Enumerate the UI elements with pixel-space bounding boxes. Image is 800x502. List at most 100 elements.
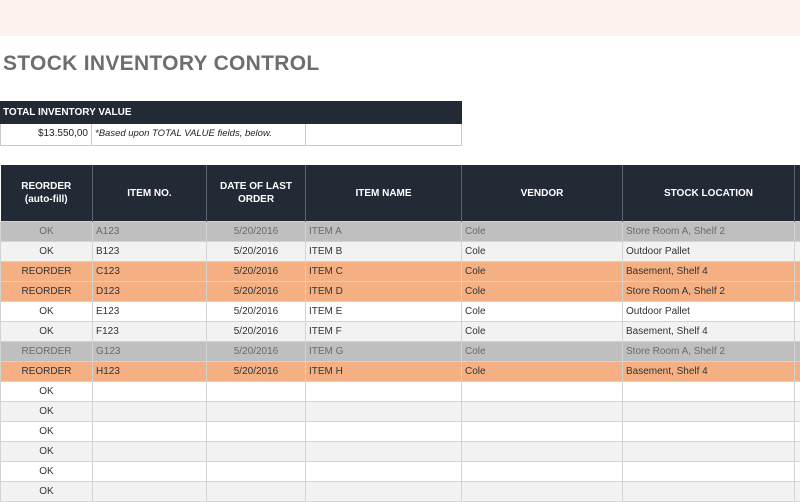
reorder-cell[interactable]: REORDER	[1, 282, 93, 302]
next-column-cell[interactable]	[795, 462, 800, 482]
item-no-cell[interactable]: E123	[93, 302, 207, 322]
reorder-cell[interactable]: OK	[1, 322, 93, 342]
next-column-cell[interactable]	[795, 402, 800, 422]
date-cell[interactable]: 5/20/2016	[207, 362, 306, 382]
vendor-cell[interactable]	[462, 442, 623, 462]
vendor-cell[interactable]: Cole	[462, 362, 623, 382]
item-no-cell[interactable]: G123	[93, 342, 207, 362]
date-cell[interactable]: 5/20/2016	[207, 222, 306, 242]
next-column-cell[interactable]	[795, 242, 800, 262]
stock-location-cell[interactable]: Outdoor Pallet	[623, 242, 795, 262]
reorder-cell[interactable]: OK	[1, 462, 93, 482]
next-column-cell[interactable]	[795, 382, 800, 402]
reorder-cell[interactable]: OK	[1, 302, 93, 322]
header-vendor[interactable]: VENDOR	[462, 165, 623, 222]
item-name-cell[interactable]: ITEM C	[306, 262, 462, 282]
item-name-cell[interactable]: ITEM E	[306, 302, 462, 322]
item-no-cell[interactable]: F123	[93, 322, 207, 342]
next-column-cell[interactable]	[795, 362, 800, 382]
item-no-cell[interactable]	[93, 422, 207, 442]
stock-location-cell[interactable]: Store Room A, Shelf 2	[623, 282, 795, 302]
reorder-cell[interactable]: REORDER	[1, 362, 93, 382]
total-empty-cell[interactable]	[306, 124, 462, 146]
reorder-cell[interactable]: REORDER	[1, 262, 93, 282]
header-reorder[interactable]: REORDER (auto-fill)	[1, 165, 93, 222]
next-column-cell[interactable]	[795, 482, 800, 502]
header-item-name[interactable]: ITEM NAME	[306, 165, 462, 222]
vendor-cell[interactable]	[462, 402, 623, 422]
reorder-cell[interactable]: OK	[1, 442, 93, 462]
reorder-cell[interactable]: OK	[1, 382, 93, 402]
reorder-cell[interactable]: OK	[1, 482, 93, 502]
next-column-cell[interactable]	[795, 422, 800, 442]
item-no-cell[interactable]	[93, 382, 207, 402]
item-no-cell[interactable]: D123	[93, 282, 207, 302]
reorder-cell[interactable]: OK	[1, 422, 93, 442]
vendor-cell[interactable]: Cole	[462, 282, 623, 302]
date-cell[interactable]: 5/20/2016	[207, 302, 306, 322]
item-name-cell[interactable]: ITEM B	[306, 242, 462, 262]
item-name-cell[interactable]	[306, 382, 462, 402]
stock-location-cell[interactable]	[623, 462, 795, 482]
vendor-cell[interactable]: Cole	[462, 262, 623, 282]
date-cell[interactable]	[207, 482, 306, 502]
item-no-cell[interactable]	[93, 402, 207, 422]
next-column-cell[interactable]	[795, 442, 800, 462]
stock-location-cell[interactable]: Store Room A, Shelf 2	[623, 342, 795, 362]
vendor-cell[interactable]	[462, 482, 623, 502]
header-date-last-order[interactable]: DATE OF LAST ORDER	[207, 165, 306, 222]
stock-location-cell[interactable]	[623, 482, 795, 502]
next-column-cell[interactable]	[795, 222, 800, 242]
vendor-cell[interactable]: Cole	[462, 242, 623, 262]
stock-location-cell[interactable]: Basement, Shelf 4	[623, 322, 795, 342]
item-no-cell[interactable]	[93, 462, 207, 482]
header-next-column[interactable]	[795, 165, 800, 222]
item-name-cell[interactable]: ITEM F	[306, 322, 462, 342]
date-cell[interactable]	[207, 402, 306, 422]
total-inventory-value-cell[interactable]: $13.550,00	[0, 124, 92, 146]
vendor-cell[interactable]	[462, 382, 623, 402]
date-cell[interactable]	[207, 462, 306, 482]
header-item-no[interactable]: ITEM NO.	[93, 165, 207, 222]
date-cell[interactable]: 5/20/2016	[207, 262, 306, 282]
date-cell[interactable]	[207, 442, 306, 462]
item-no-cell[interactable]	[93, 442, 207, 462]
vendor-cell[interactable]: Cole	[462, 322, 623, 342]
date-cell[interactable]: 5/20/2016	[207, 342, 306, 362]
stock-location-cell[interactable]	[623, 382, 795, 402]
next-column-cell[interactable]	[795, 262, 800, 282]
stock-location-cell[interactable]: Basement, Shelf 4	[623, 262, 795, 282]
next-column-cell[interactable]	[795, 342, 800, 362]
date-cell[interactable]	[207, 382, 306, 402]
item-name-cell[interactable]	[306, 442, 462, 462]
stock-location-cell[interactable]	[623, 442, 795, 462]
item-name-cell[interactable]	[306, 402, 462, 422]
stock-location-cell[interactable]: Store Room A, Shelf 2	[623, 222, 795, 242]
item-no-cell[interactable]: A123	[93, 222, 207, 242]
stock-location-cell[interactable]	[623, 422, 795, 442]
date-cell[interactable]: 5/20/2016	[207, 282, 306, 302]
reorder-cell[interactable]: OK	[1, 242, 93, 262]
item-name-cell[interactable]: ITEM A	[306, 222, 462, 242]
reorder-cell[interactable]: OK	[1, 402, 93, 422]
stock-location-cell[interactable]: Outdoor Pallet	[623, 302, 795, 322]
date-cell[interactable]: 5/20/2016	[207, 322, 306, 342]
date-cell[interactable]: 5/20/2016	[207, 242, 306, 262]
item-name-cell[interactable]	[306, 482, 462, 502]
date-cell[interactable]	[207, 422, 306, 442]
item-name-cell[interactable]	[306, 462, 462, 482]
item-no-cell[interactable]: B123	[93, 242, 207, 262]
header-stock-location[interactable]: STOCK LOCATION	[623, 165, 795, 222]
reorder-cell[interactable]: OK	[1, 222, 93, 242]
item-name-cell[interactable]: ITEM G	[306, 342, 462, 362]
next-column-cell[interactable]	[795, 302, 800, 322]
vendor-cell[interactable]: Cole	[462, 222, 623, 242]
item-name-cell[interactable]: ITEM H	[306, 362, 462, 382]
vendor-cell[interactable]	[462, 462, 623, 482]
next-column-cell[interactable]	[795, 322, 800, 342]
next-column-cell[interactable]	[795, 282, 800, 302]
item-name-cell[interactable]	[306, 422, 462, 442]
item-no-cell[interactable]	[93, 482, 207, 502]
vendor-cell[interactable]	[462, 422, 623, 442]
item-name-cell[interactable]: ITEM D	[306, 282, 462, 302]
